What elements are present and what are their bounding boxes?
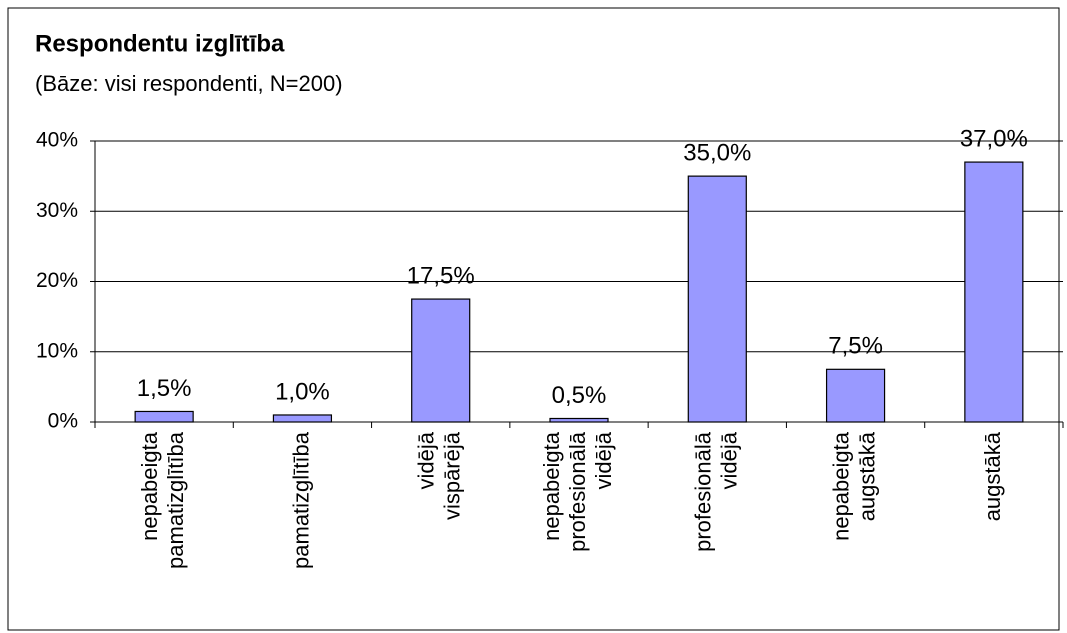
x-tick-label-line: vidējā — [716, 431, 741, 489]
x-tick-label-line: pamatizglītība — [163, 431, 188, 569]
x-tick-label-line: profesionālā — [690, 431, 715, 552]
x-tick-label-line: nepabeigta — [137, 431, 162, 541]
value-label: 35,0% — [683, 139, 751, 166]
bar — [825, 368, 886, 423]
bar — [134, 410, 194, 423]
x-tick-label-line: profesionālā — [565, 431, 590, 552]
value-label: 1,0% — [275, 378, 330, 405]
x-tick-label: pamatizglītība — [288, 431, 313, 569]
x-tick-label-line: vidējā — [414, 431, 439, 489]
value-label: 0,5% — [552, 382, 607, 409]
value-label: 7,5% — [828, 333, 883, 360]
x-tick-label: vidējāvispārējā — [414, 431, 465, 520]
x-tick-label: nepabeigtapamatizglītība — [137, 431, 188, 569]
chart-subtitle: (Bāze: visi respondenti, N=200) — [35, 71, 343, 96]
value-label: 37,0% — [960, 125, 1028, 152]
y-tick-label: 20% — [36, 269, 78, 292]
y-tick-label: 40% — [36, 129, 78, 152]
x-tick-label-line: pamatizglītība — [288, 431, 313, 569]
x-tick-label: nepabeigtaprofesionālāvidējā — [539, 431, 616, 552]
bar — [272, 414, 333, 423]
x-tick-label-line: nepabeigta — [539, 431, 564, 541]
y-tick-label: 30% — [36, 199, 78, 222]
y-tick-label: 10% — [36, 339, 78, 362]
x-tick-label-line: augstākā — [854, 431, 879, 521]
bar — [964, 161, 1024, 423]
chart-title: Respondentu izglītība — [35, 30, 285, 57]
bar — [687, 175, 747, 423]
chart-frame — [7, 7, 1060, 631]
x-tick-label-line: vispārējā — [440, 431, 465, 520]
bar — [411, 298, 471, 423]
y-tick-label: 0% — [48, 410, 78, 433]
bar — [549, 417, 609, 423]
value-label: 1,5% — [137, 375, 192, 402]
x-tick-label: profesionālāvidējā — [690, 431, 741, 552]
x-tick-label-line: augstākā — [980, 431, 1005, 521]
x-tick-label-line: vidējā — [591, 431, 616, 489]
value-label: 17,5% — [407, 262, 475, 289]
x-tick-label: nepabeigtaaugstākā — [828, 431, 879, 541]
x-tick-label-line: nepabeigta — [828, 431, 853, 541]
x-tick-label: augstākā — [980, 431, 1005, 521]
